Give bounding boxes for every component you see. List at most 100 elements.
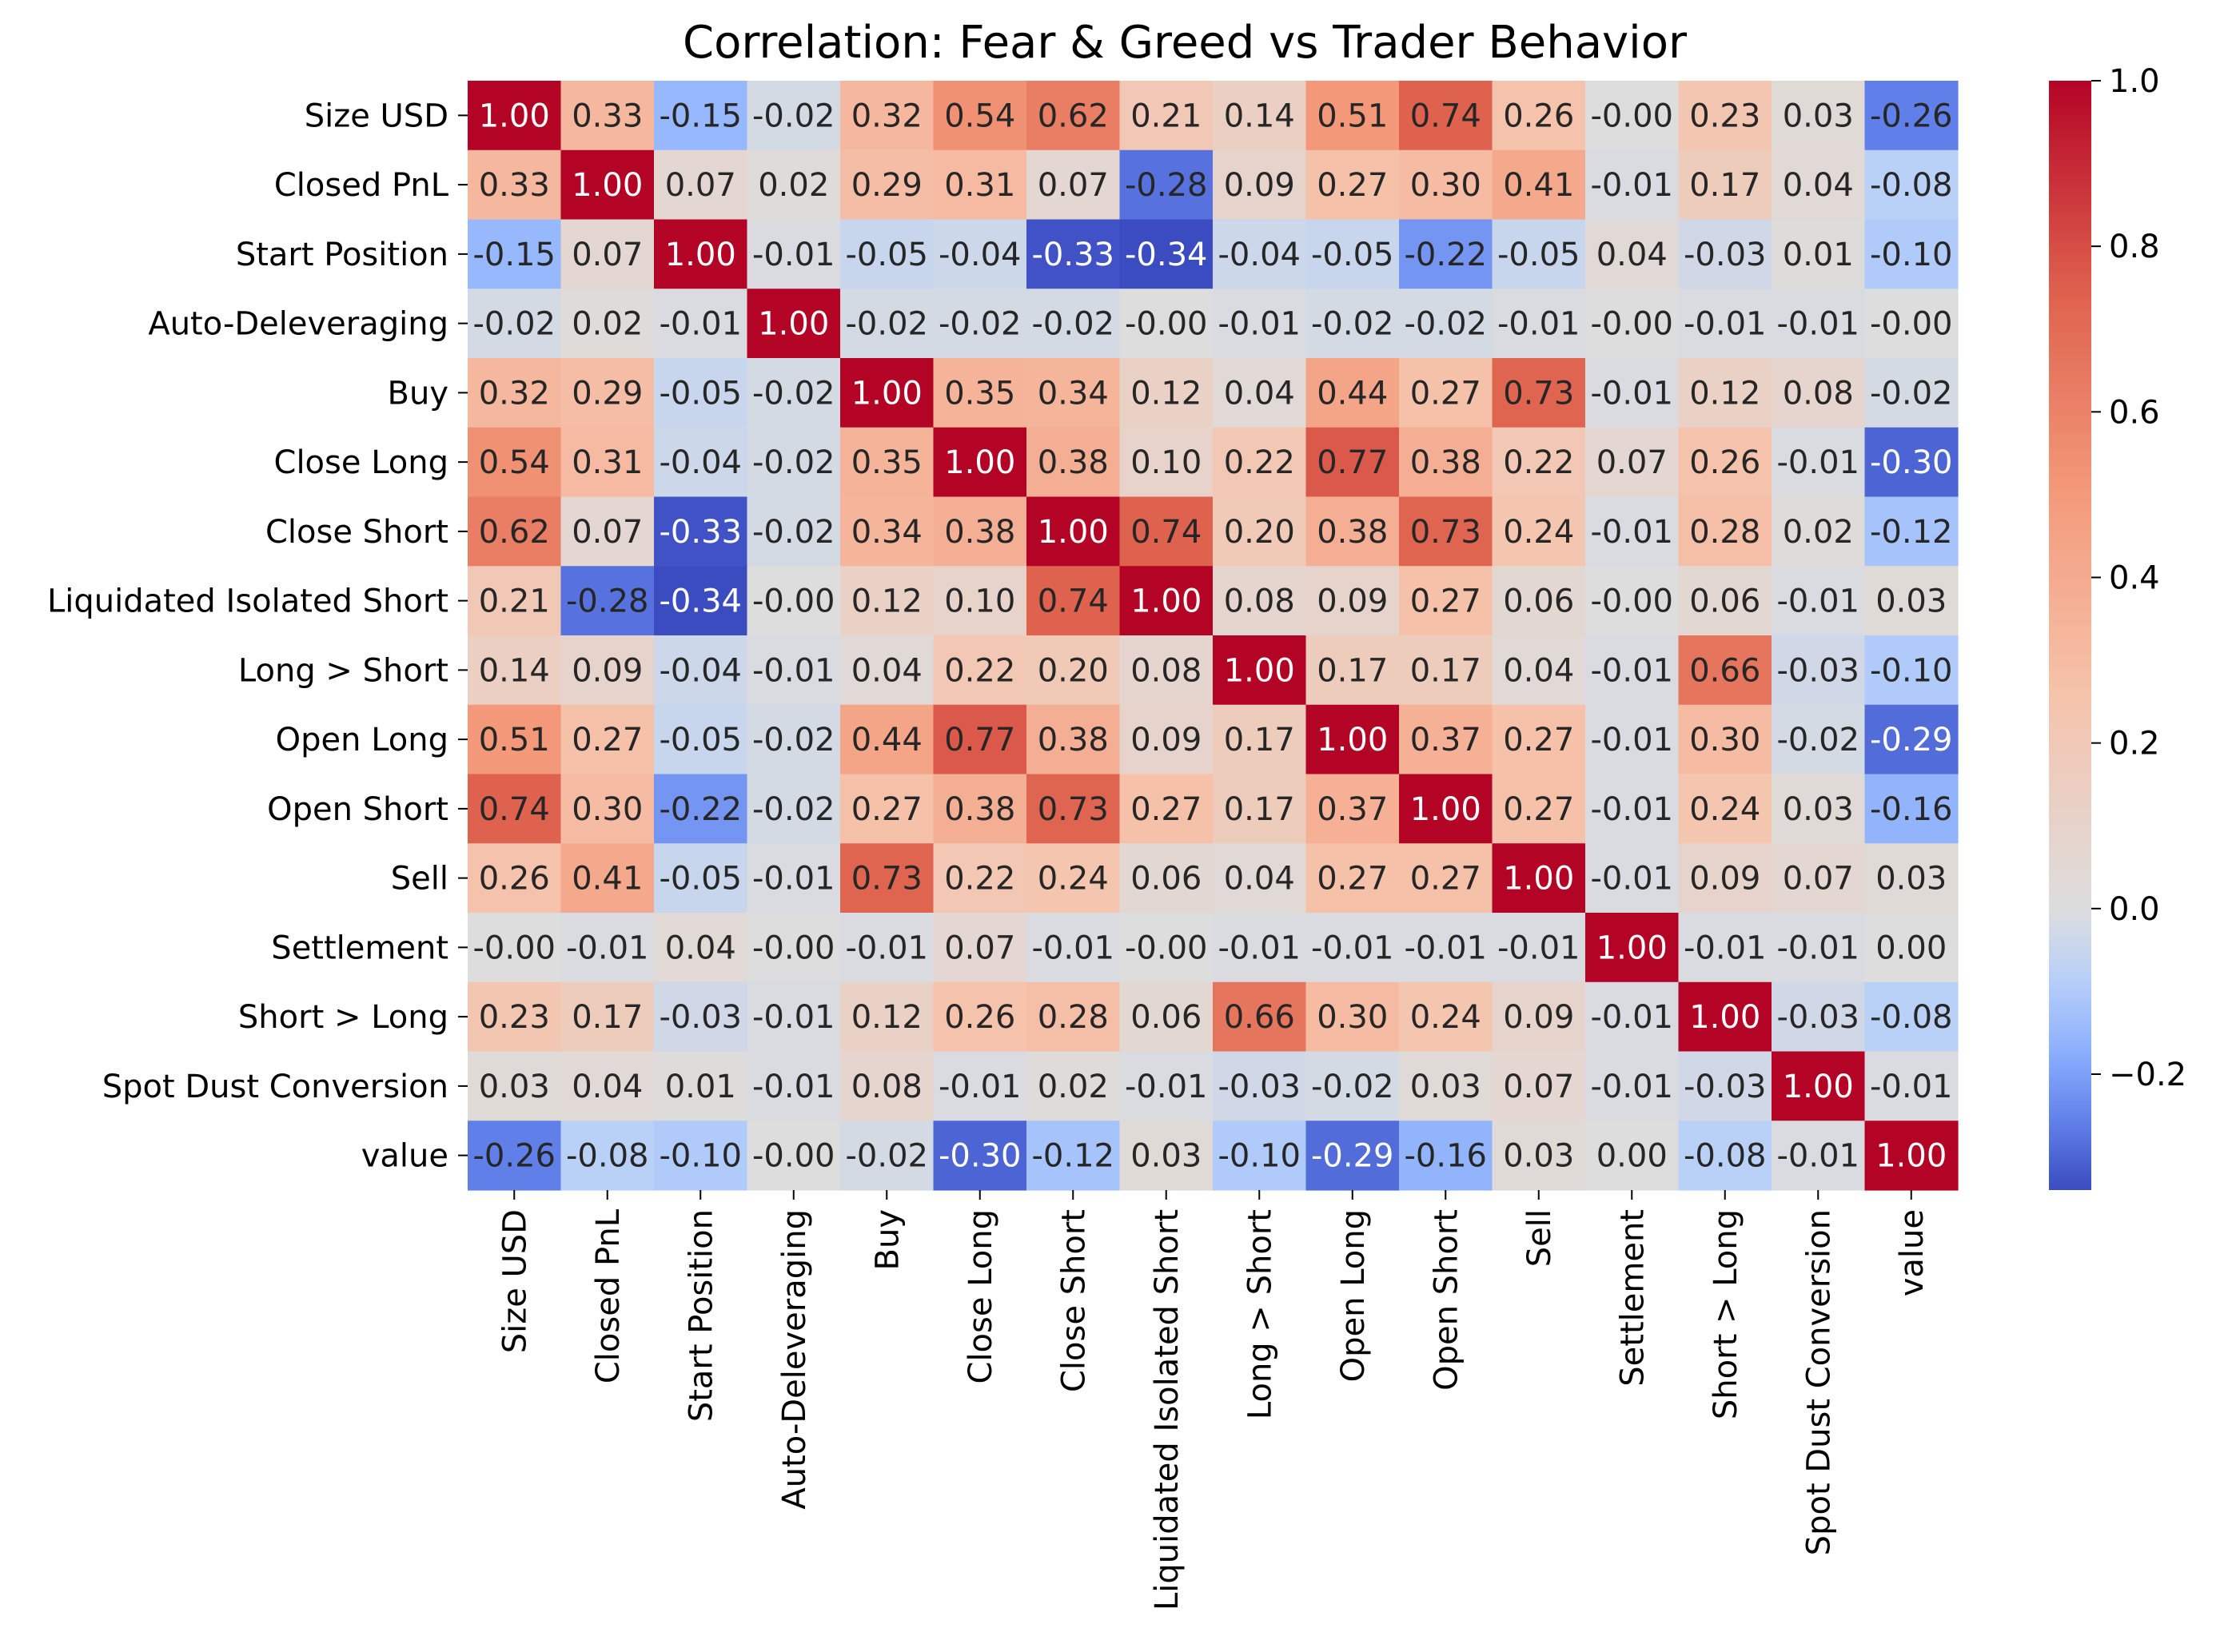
x-tick-label-value: value (1894, 1209, 1931, 1296)
heatmap-cell-open-short-short-long (1678, 774, 1772, 844)
heatmap-cell-size-usd-liquidated-isolated-short (1119, 81, 1214, 151)
cell-value-label: -0.01 (1684, 929, 1767, 966)
heatmap-cell-close-long-liquidated-isolated-short (1119, 427, 1214, 498)
cell-value-label: 0.27 (1130, 791, 1202, 828)
cell-value-label: 0.74 (1130, 514, 1202, 551)
heatmap-cell-value-buy (840, 1121, 935, 1191)
heatmap-cell-buy-short-long (1678, 358, 1772, 428)
cell-value-label: 0.34 (851, 514, 923, 551)
cell-value-label: 0.12 (851, 583, 923, 620)
cell-value-label: -0.33 (660, 514, 743, 551)
heatmap-cell-close-long-close-long (933, 427, 1027, 498)
cell-value-label: 0.07 (665, 167, 736, 204)
heatmap-cell-open-short-size-usd (468, 774, 562, 844)
cell-value-label: 1.00 (1596, 929, 1668, 966)
heatmap-cell-open-short-close-short (1026, 774, 1121, 844)
cell-value-label: 0.07 (1596, 444, 1668, 481)
heatmap-cell-size-usd-auto-deleveraging (747, 81, 841, 151)
heatmap-cell-open-short-settlement (1585, 774, 1680, 844)
heatmap-cell-value-open-long (1305, 1121, 1400, 1191)
cell-value-label: -0.02 (1032, 306, 1115, 343)
heatmap-cell-settlement-closed-pnl (560, 913, 655, 983)
heatmap-cell-close-long-spot-dust-conversion (1772, 427, 1866, 498)
cell-value-label: 0.07 (572, 514, 643, 551)
cell-value-label: 0.14 (1224, 98, 1295, 134)
heatmap-cell-open-long-start-position (654, 704, 748, 775)
cell-value-label: 0.27 (1410, 583, 1481, 620)
cell-value-label: 0.08 (1783, 375, 1854, 412)
cell-value-label: -0.01 (1032, 929, 1115, 966)
cell-value-label: 0.32 (479, 375, 550, 412)
x-tick-label-settlement: Settlement (1614, 1209, 1651, 1387)
heatmap-cell-open-long-open-long (1305, 704, 1400, 775)
heatmap-cell-size-usd-open-short (1399, 81, 1493, 151)
cell-value-label: -0.05 (660, 375, 743, 412)
heatmap-cell-closed-pnl-start-position (654, 149, 748, 221)
cell-value-label: 0.44 (851, 722, 923, 758)
cell-value-label: 0.37 (1317, 791, 1388, 828)
x-tick-label-open-short: Open Short (1428, 1209, 1465, 1391)
cell-value-label: 0.10 (944, 583, 1015, 620)
cell-value-label: 0.62 (1038, 98, 1109, 134)
heatmap-cell-auto-deleveraging-sell (1492, 289, 1586, 359)
heatmap-cell-close-short-spot-dust-conversion (1772, 496, 1866, 567)
cell-value-label: 0.04 (1224, 861, 1295, 898)
cell-value-label: 0.07 (944, 929, 1015, 966)
heatmap-cell-start-position-value (1864, 219, 1959, 289)
heatmap-cell-size-usd-buy (840, 81, 935, 151)
heatmap-cell-sell-liquidated-isolated-short (1119, 843, 1214, 914)
heatmap-cell-close-long-settlement (1585, 427, 1680, 498)
heatmap-cell-buy-close-long (933, 358, 1027, 428)
heatmap-cell-open-long-open-short (1399, 704, 1493, 775)
cell-value-label: 0.28 (1038, 999, 1109, 1036)
cell-value-label: 0.21 (1130, 98, 1202, 134)
heatmap-cell-liquidated-isolated-short-sell (1492, 566, 1586, 636)
cell-value-label: -0.03 (1684, 1069, 1767, 1105)
heatmap-cell-short-long-start-position (654, 981, 748, 1053)
cell-value-label: 0.07 (1038, 167, 1109, 204)
heatmap-cell-open-long-size-usd (468, 704, 562, 775)
cell-value-label: 0.06 (1689, 583, 1760, 620)
cell-value-label: -0.01 (1497, 306, 1580, 343)
heatmap-cell-close-short-closed-pnl (560, 496, 655, 567)
cell-value-label: -0.05 (660, 861, 743, 898)
heatmap-cell-value-closed-pnl (560, 1121, 655, 1191)
heatmap-cell-settlement-open-short (1399, 913, 1493, 983)
heatmap-cell-open-long-liquidated-isolated-short (1119, 704, 1214, 775)
cell-value-label: 0.07 (1783, 861, 1854, 898)
heatmap-cell-close-long-start-position (654, 427, 748, 498)
heatmap-cell-open-short-long-short (1213, 774, 1307, 844)
heatmap-cell-short-long-value (1864, 981, 1959, 1053)
colorbar-tick-label: 0.0 (2109, 891, 2160, 928)
heatmap-cell-long-short-close-long (933, 635, 1027, 706)
heatmap-cell-auto-deleveraging-spot-dust-conversion (1772, 289, 1866, 359)
cell-value-label: 0.01 (665, 1069, 736, 1105)
cell-value-label: 0.62 (479, 514, 550, 551)
cell-value-label: 0.27 (1317, 167, 1388, 204)
x-tick-label-long-short: Long > Short (1242, 1209, 1278, 1419)
heatmap-cell-auto-deleveraging-buy (840, 289, 935, 359)
cell-value-label: 0.31 (944, 167, 1015, 204)
heatmap-cell-open-short-closed-pnl (560, 774, 655, 844)
heatmap-cell-short-long-buy (840, 981, 935, 1053)
cell-value-label: -0.15 (660, 98, 743, 134)
cell-value-label: -0.01 (1218, 306, 1301, 343)
heatmap-cell-spot-dust-conversion-sell (1492, 1051, 1586, 1121)
heatmap-cell-auto-deleveraging-short-long (1678, 289, 1772, 359)
cell-value-label: 0.20 (1224, 514, 1295, 551)
cell-value-label: 0.02 (572, 306, 643, 343)
cell-value-label: 0.04 (1596, 237, 1668, 273)
cell-value-label: -0.03 (1684, 237, 1767, 273)
cell-value-label: 0.24 (1503, 514, 1574, 551)
heatmap-cell-close-short-long-short (1213, 496, 1307, 567)
heatmap-cell-short-long-sell (1492, 981, 1586, 1053)
heatmap-cell-close-short-auto-deleveraging (747, 496, 841, 567)
heatmap-cell-open-long-short-long (1678, 704, 1772, 775)
heatmap-cell-size-usd-close-short (1026, 81, 1121, 151)
cell-value-label: -0.01 (1311, 929, 1394, 966)
cell-value-label: 0.22 (944, 861, 1015, 898)
heatmap-cell-value-value (1864, 1121, 1959, 1191)
y-tick-label-open-long: Open Long (276, 722, 448, 758)
heatmap-cell-buy-closed-pnl (560, 358, 655, 428)
cell-value-label: -0.01 (846, 929, 929, 966)
